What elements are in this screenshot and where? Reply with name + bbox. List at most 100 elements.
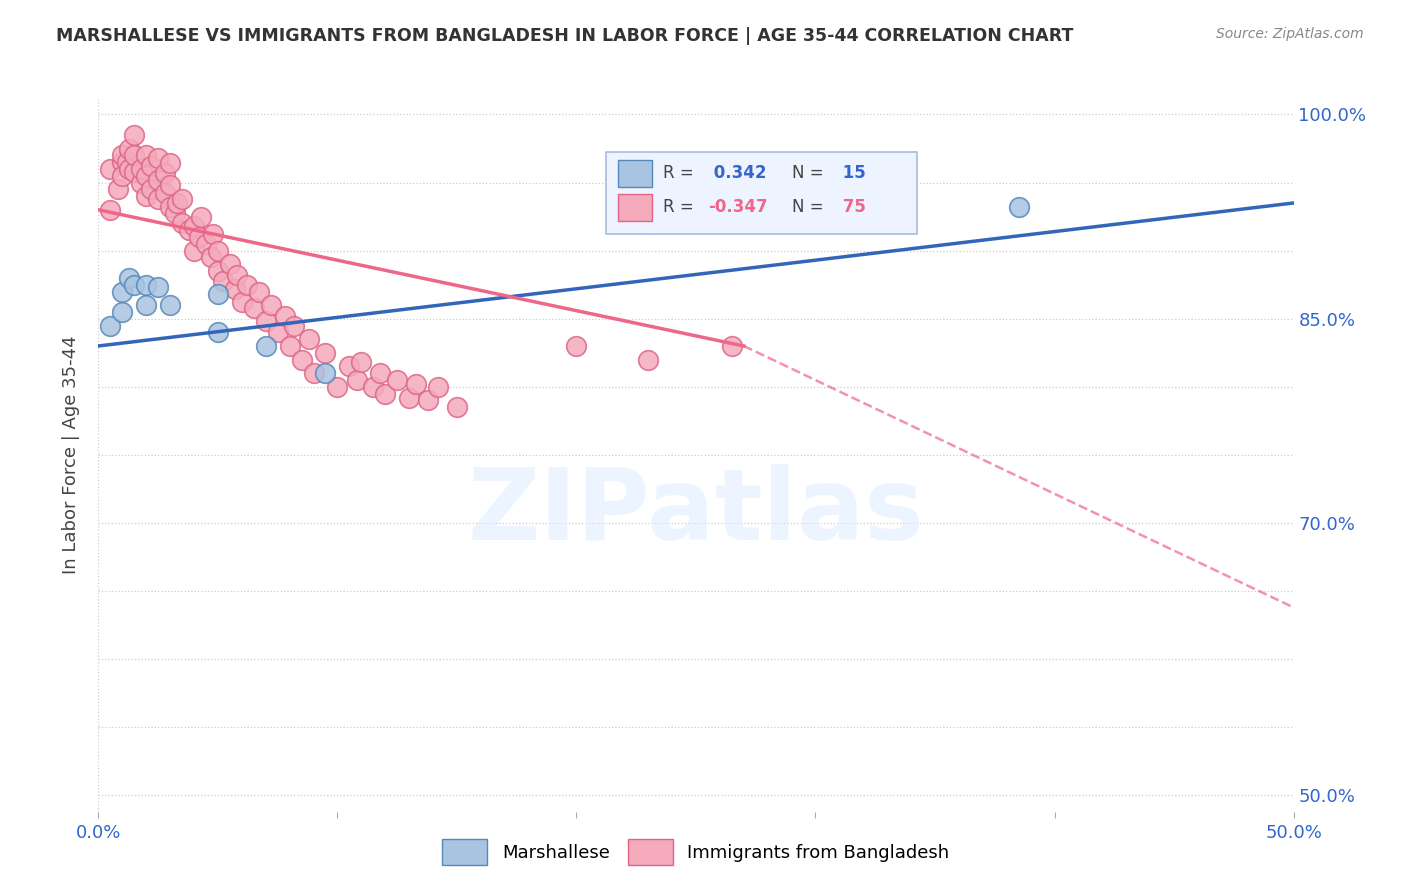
Point xyxy=(267,326,290,340)
Point xyxy=(159,178,181,193)
Point xyxy=(298,332,321,346)
Text: ZIPatlas: ZIPatlas xyxy=(468,464,924,560)
Point xyxy=(166,196,188,211)
FancyBboxPatch shape xyxy=(619,161,652,187)
Point xyxy=(207,326,229,340)
Point xyxy=(224,282,246,296)
Point xyxy=(194,236,218,251)
Point xyxy=(111,305,134,319)
Point xyxy=(163,205,186,219)
Point xyxy=(278,339,301,353)
Point xyxy=(291,352,314,367)
Point xyxy=(111,169,134,183)
Point xyxy=(187,230,209,244)
Text: N =: N = xyxy=(792,164,823,182)
Point xyxy=(115,155,138,169)
Point xyxy=(283,318,305,333)
Point xyxy=(211,274,233,288)
Point xyxy=(226,268,249,282)
Point xyxy=(131,161,153,176)
Legend: Marshallese, Immigrants from Bangladesh: Marshallese, Immigrants from Bangladesh xyxy=(433,830,959,874)
Point xyxy=(98,318,122,333)
Point xyxy=(183,244,205,258)
Text: Source: ZipAtlas.com: Source: ZipAtlas.com xyxy=(1216,27,1364,41)
Point xyxy=(446,401,468,415)
Point xyxy=(124,164,146,178)
Point xyxy=(315,345,337,359)
Text: 75: 75 xyxy=(837,198,866,216)
FancyBboxPatch shape xyxy=(606,152,917,234)
Point xyxy=(637,216,659,230)
Text: -0.347: -0.347 xyxy=(709,198,768,216)
Point xyxy=(179,223,201,237)
Point xyxy=(637,352,659,367)
Point xyxy=(148,173,170,187)
Point xyxy=(135,298,157,312)
Point xyxy=(385,373,409,387)
Point xyxy=(183,219,205,234)
Point xyxy=(139,182,162,196)
Text: 15: 15 xyxy=(837,164,866,182)
Point xyxy=(131,176,153,190)
Point xyxy=(148,151,170,165)
Point xyxy=(565,339,588,353)
Point xyxy=(426,380,449,394)
Point xyxy=(139,159,162,173)
Point xyxy=(118,271,141,285)
Point xyxy=(155,186,177,201)
Point xyxy=(202,227,225,242)
Point xyxy=(243,301,266,315)
Point xyxy=(159,156,181,170)
Text: R =: R = xyxy=(662,198,693,216)
Point xyxy=(363,380,385,394)
Point xyxy=(235,277,257,292)
Point xyxy=(247,285,270,299)
Point xyxy=(259,298,281,312)
Point xyxy=(219,257,242,271)
Point xyxy=(124,128,146,142)
Point xyxy=(370,366,392,380)
Point xyxy=(1007,200,1029,214)
Point xyxy=(190,210,212,224)
Point xyxy=(98,161,122,176)
Point xyxy=(326,380,349,394)
Point xyxy=(200,251,222,265)
Text: N =: N = xyxy=(792,198,823,216)
Point xyxy=(274,309,297,323)
Point xyxy=(207,244,229,258)
Point xyxy=(405,377,427,392)
Point xyxy=(350,355,373,369)
Point xyxy=(254,314,277,328)
Point xyxy=(207,287,229,301)
Text: R =: R = xyxy=(662,164,693,182)
Point xyxy=(418,393,440,408)
Point xyxy=(135,169,157,183)
Text: 0.342: 0.342 xyxy=(709,164,766,182)
Point xyxy=(172,192,194,206)
Point xyxy=(135,148,157,162)
Text: MARSHALLESE VS IMMIGRANTS FROM BANGLADESH IN LABOR FORCE | AGE 35-44 CORRELATION: MARSHALLESE VS IMMIGRANTS FROM BANGLADES… xyxy=(56,27,1074,45)
Point xyxy=(374,386,396,401)
Point xyxy=(172,216,194,230)
Point xyxy=(148,192,170,206)
Point xyxy=(111,285,134,299)
Point xyxy=(159,200,181,214)
Point xyxy=(107,182,129,196)
Point xyxy=(111,148,134,162)
Point xyxy=(148,280,170,294)
Point xyxy=(124,277,146,292)
Point xyxy=(302,366,325,380)
Point xyxy=(207,264,229,278)
Point xyxy=(124,148,146,162)
Point xyxy=(254,339,277,353)
Point xyxy=(118,141,141,155)
Point xyxy=(98,202,122,217)
Point xyxy=(398,391,420,405)
Point xyxy=(346,373,368,387)
Point xyxy=(135,277,157,292)
Point xyxy=(231,295,253,310)
Point xyxy=(135,189,157,203)
Point xyxy=(315,366,337,380)
Point xyxy=(111,155,134,169)
Point xyxy=(155,166,177,180)
